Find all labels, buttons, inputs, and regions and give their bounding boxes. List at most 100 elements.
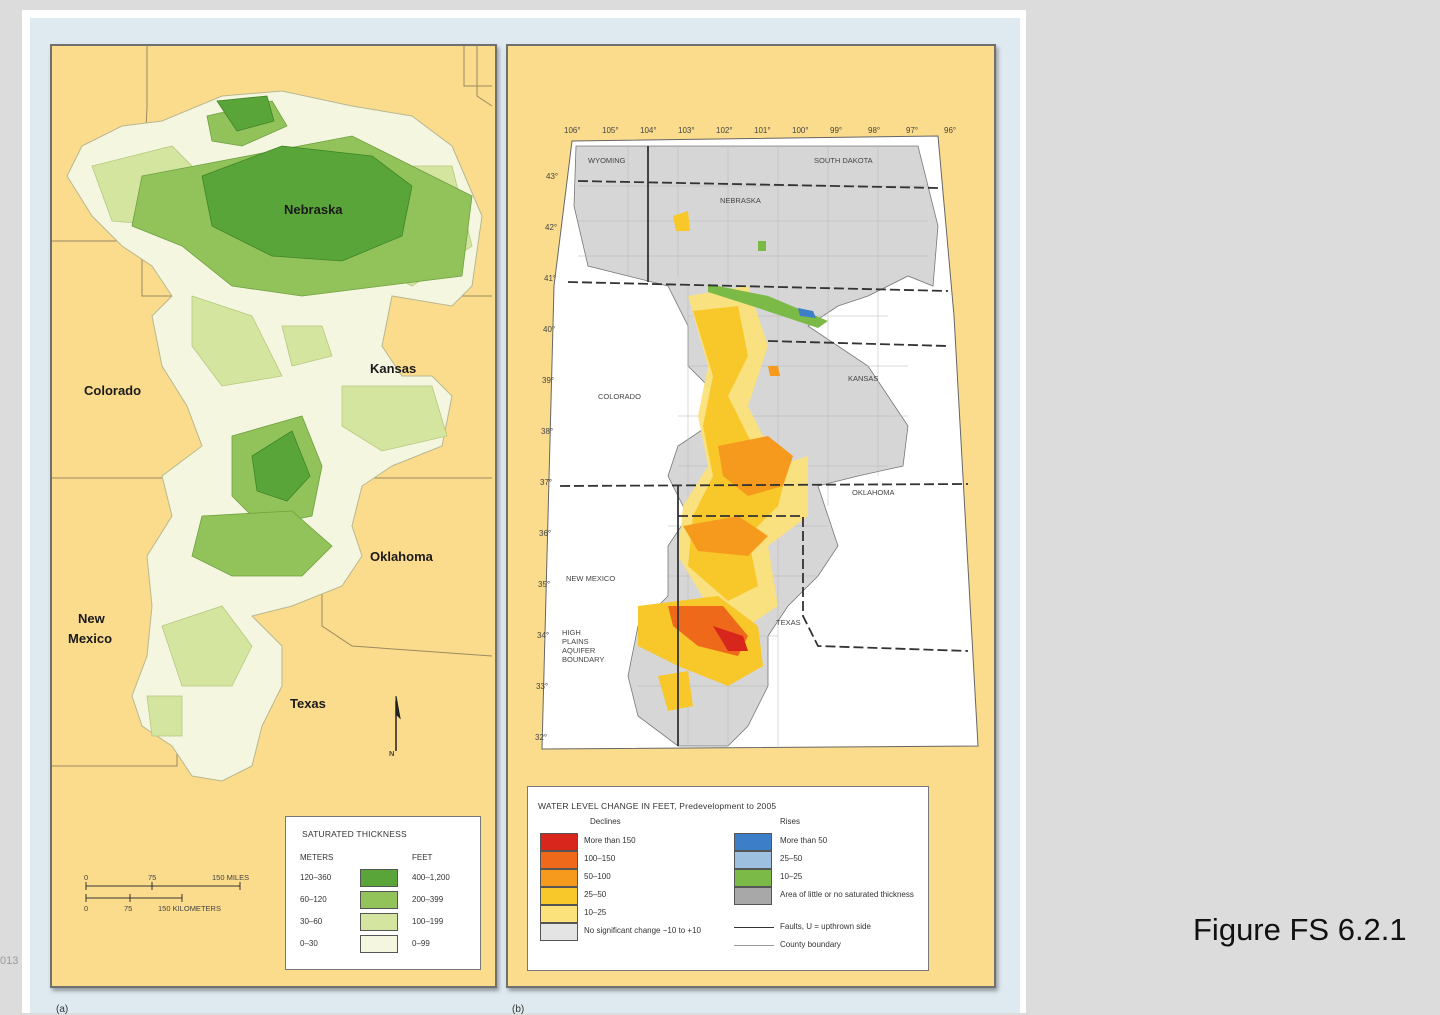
declines-label: 25–50	[584, 890, 607, 899]
label-nebraska: Nebraska	[284, 202, 343, 217]
latitude-label: 40°	[543, 325, 556, 334]
label-texas-b: TEXAS	[776, 618, 801, 627]
declines-swatch	[540, 887, 578, 905]
scale-mile-150: 150 MILES	[212, 873, 250, 882]
label-kansas-b: KANSAS	[848, 374, 879, 383]
water-level-change-map-graphic	[541, 135, 979, 750]
rises-label: 10–25	[780, 872, 803, 881]
edge-text: 013	[0, 955, 19, 967]
rises-label: Area of little or no saturated thickness	[780, 890, 914, 899]
label-colorado-b: COLORADO	[598, 392, 641, 401]
declines-swatch	[540, 851, 578, 869]
longitude-label: 104°	[640, 126, 657, 135]
county-line-symbol	[734, 945, 774, 946]
latitude-label: 34°	[537, 631, 550, 640]
label-oklahoma-b: OKLAHOMA	[852, 488, 895, 497]
scale-km-0: 0	[84, 904, 89, 913]
declines-swatch	[540, 905, 578, 923]
panel-a-caption: (a)	[56, 1004, 69, 1015]
label-wyoming: WYOMING	[588, 156, 626, 165]
declines-swatch	[540, 869, 578, 887]
latitude-label: 38°	[541, 427, 554, 436]
legend-faults: Faults, U = upthrown side	[780, 922, 871, 931]
scale-km-75: 75	[124, 904, 133, 913]
declines-swatch	[540, 833, 578, 851]
latitude-label: 39°	[542, 376, 555, 385]
label-new-mexico-b: NEW MEXICO	[566, 574, 616, 583]
latitude-label: 33°	[536, 682, 549, 691]
legend-feet-value: 0–99	[412, 939, 430, 948]
saturated-thickness-map-graphic	[52, 46, 493, 902]
rises-swatch	[734, 833, 772, 851]
rises-swatch	[734, 869, 772, 887]
longitude-label: 100°	[792, 126, 809, 135]
longitude-label: 98°	[868, 126, 881, 135]
rises-label: 25–50	[780, 854, 803, 863]
declines-label: 100–150	[584, 854, 616, 863]
water-level-change-map: 106° 105° 104° 103° 102° 101° 100° 99° 98° 97° 96°…	[506, 44, 996, 1015]
latitude-label: 37°	[540, 478, 553, 487]
latitude-label: 41°	[544, 274, 557, 283]
declines-swatch	[540, 923, 578, 941]
scale-mile-0: 0	[84, 873, 89, 882]
rises-header: Rises	[780, 817, 801, 826]
boundary-line2: PLAINS	[562, 637, 589, 646]
longitude-label: 101°	[754, 126, 771, 135]
latitude-label: 35°	[538, 580, 551, 589]
north-arrow	[395, 695, 401, 751]
boundary-line4: BOUNDARY	[562, 655, 605, 664]
legend-meters-header: METERS	[300, 853, 334, 862]
boundary-line1: HIGH	[562, 628, 581, 637]
label-nebraska-b: NEBRASKA	[720, 196, 761, 205]
legend-swatch	[360, 913, 398, 931]
legend-meters-value: 120–360	[300, 873, 332, 882]
label-oklahoma: Oklahoma	[370, 549, 433, 564]
rises-label: More than 50	[780, 836, 828, 845]
legend-feet-header: FEET	[412, 853, 433, 862]
longitude-label: 97°	[906, 126, 919, 135]
legend-title: SATURATED THICKNESS	[302, 829, 407, 839]
longitude-label: 105°	[602, 126, 619, 135]
panel-b-caption: (b)	[512, 1004, 525, 1015]
label-aquifer-boundary: HIGH PLAINS AQUIFER BOUNDARY	[562, 628, 604, 664]
legend-feet-value: 200–399	[412, 895, 444, 904]
legend-title-b: WATER LEVEL CHANGE IN FEET, Predevelopme…	[538, 801, 777, 811]
declines-label: 10–25	[584, 908, 607, 917]
latitude-label: 36°	[539, 529, 552, 538]
longitude-label: 103°	[678, 126, 695, 135]
legend-meters-value: 0–30	[300, 939, 318, 948]
legend-swatch	[360, 935, 398, 953]
legend-feet-value: 400–1,200	[412, 873, 450, 882]
latitude-label: 43°	[546, 172, 559, 181]
label-south-dakota: SOUTH DAKOTA	[814, 156, 873, 165]
fault-line-symbol	[734, 927, 774, 928]
rises-swatch	[734, 851, 772, 869]
legend-feet-value: 100–199	[412, 917, 444, 926]
declines-label: More than 150	[584, 836, 636, 845]
scale-mile-75: 75	[148, 873, 157, 882]
declines-header: Declines	[590, 817, 621, 826]
longitude-label: 102°	[716, 126, 733, 135]
saturated-thickness-map: Nebraska Kansas Colorado Oklahoma New Me…	[50, 44, 497, 1015]
longitude-label: 106°	[564, 126, 581, 135]
latitude-label: 42°	[545, 223, 558, 232]
boundary-line3: AQUIFER	[562, 646, 596, 655]
saturated-thickness-legend: SATURATED THICKNESS METERS FEET 120–360 4…	[285, 816, 481, 970]
label-new-mexico-line2: Mexico	[68, 631, 113, 646]
legend-meters-value: 30–60	[300, 917, 323, 926]
declines-label: No significant change −10 to +10	[584, 926, 701, 935]
legend-meters-value: 60–120	[300, 895, 327, 904]
north-label: N	[389, 749, 395, 758]
scale-km-150: 150 KILOMETERS	[158, 904, 221, 913]
label-new-mexico-line1: New	[78, 611, 105, 626]
legend-swatch	[360, 891, 398, 909]
legend-swatch	[360, 869, 398, 887]
water-level-legend: WATER LEVEL CHANGE IN FEET, Predevelopme…	[527, 786, 929, 971]
longitude-label: 96°	[944, 126, 957, 135]
figure-caption: Figure FS 6.2.1	[1193, 912, 1407, 947]
legend-county: County boundary	[780, 940, 841, 949]
longitude-label: 99°	[830, 126, 843, 135]
scale-bar	[85, 882, 241, 902]
latitude-label: 32°	[535, 733, 548, 742]
label-colorado: Colorado	[84, 383, 142, 398]
